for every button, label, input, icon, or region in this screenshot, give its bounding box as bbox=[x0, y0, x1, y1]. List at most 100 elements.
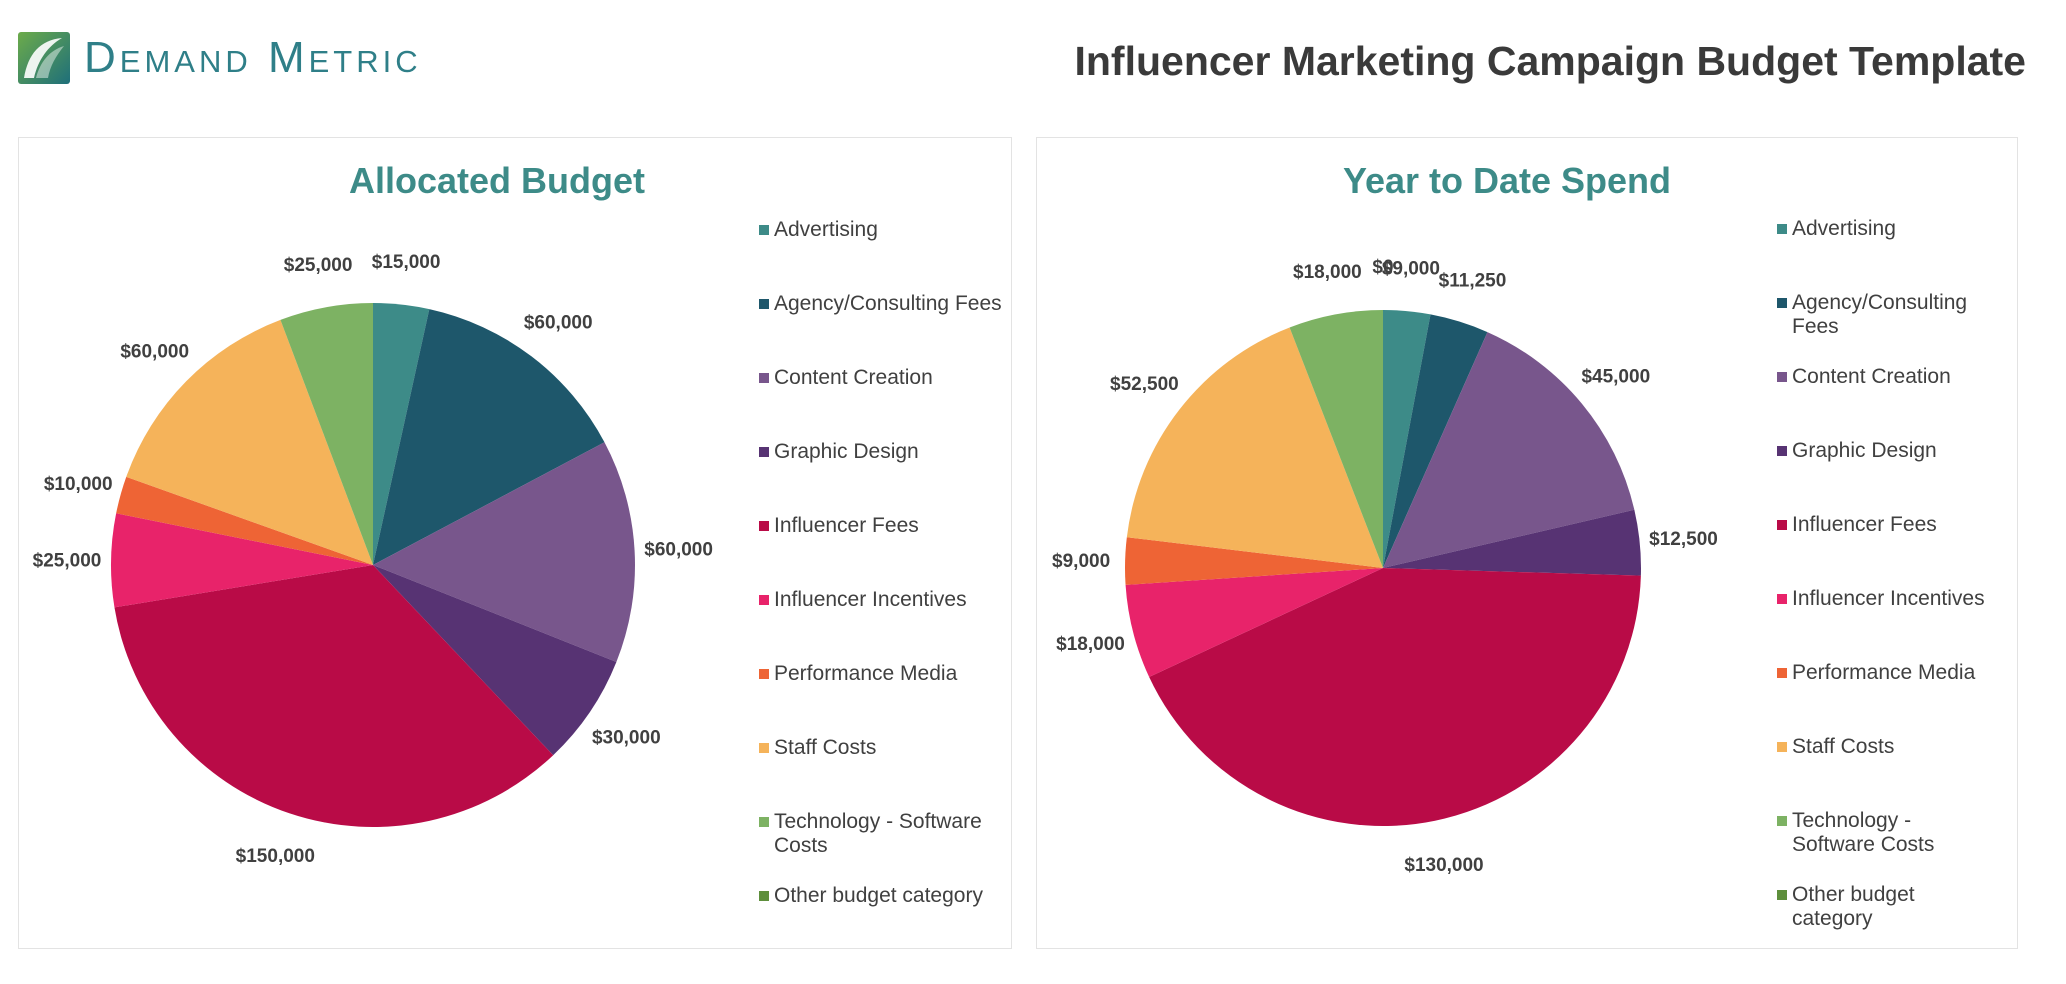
legend-swatch bbox=[1777, 890, 1787, 900]
year-to-date-spend-pie: $9,000$11,250$45,000$12,500$130,000$18,0… bbox=[1052, 257, 1718, 876]
legend-swatch bbox=[1777, 446, 1787, 456]
allocated-budget-pie: $15,000 $60,000 $60,000 $30,000 $150,000 $25,… bbox=[33, 252, 713, 867]
logo-mark-icon bbox=[18, 32, 70, 84]
legend-swatch bbox=[759, 743, 769, 753]
legend-swatch bbox=[759, 225, 769, 235]
pie-slice-content-creation bbox=[1383, 332, 1635, 568]
legend-item-agency-consulting-fees: Agency/Consulting Fees bbox=[1777, 291, 1995, 339]
legend-swatch bbox=[1777, 224, 1787, 234]
legend-swatch bbox=[759, 891, 769, 901]
legend-swatch bbox=[1777, 668, 1787, 678]
pie-slice-performance-media bbox=[116, 476, 373, 565]
data-label-agency-consulting-fees: $60,000 bbox=[524, 312, 593, 333]
legend-swatch bbox=[759, 595, 769, 605]
data-label-performance-media: $9,000 bbox=[1052, 551, 1110, 572]
legend-item-advertising: Advertising bbox=[1777, 217, 1995, 241]
legend-swatch bbox=[1777, 742, 1787, 752]
pie-slice-staff-costs bbox=[1126, 327, 1383, 568]
data-label-graphic-design: $30,000 bbox=[592, 728, 661, 749]
legend-item-other-budget-category: Other budget category bbox=[1777, 883, 1995, 931]
legend-label: Advertising bbox=[774, 218, 878, 241]
data-label-staff-costs: $60,000 bbox=[120, 342, 189, 363]
pie-slice-influencer-fees bbox=[1149, 568, 1641, 827]
pie-slice-influencer-incentives bbox=[111, 513, 373, 608]
data-label-content-creation: $60,000 bbox=[644, 539, 713, 560]
legend-item-influencer-fees: Influencer Fees bbox=[1777, 513, 1995, 537]
pie-slice-advertising bbox=[1383, 310, 1431, 568]
pie-slice-technology-software-costs bbox=[280, 303, 373, 565]
legend-item-influencer-incentives: Influencer Incentives bbox=[1777, 587, 1995, 611]
legend-item-advertising: Advertising bbox=[759, 218, 1009, 242]
legend-item-graphic-design: Graphic Design bbox=[1777, 439, 1995, 463]
legend-item-staff-costs: Staff Costs bbox=[759, 736, 1009, 760]
pie-slice-performance-media bbox=[1125, 537, 1383, 585]
legend-swatch bbox=[759, 299, 769, 309]
allocated-budget-chart: Allocated Budget $15,000 $60,000 $60,000 $3… bbox=[18, 137, 1012, 949]
pie-slice-advertising bbox=[373, 303, 430, 565]
legend-swatch bbox=[759, 817, 769, 827]
legend-label: Agency/Consulting Fees bbox=[1792, 291, 1968, 338]
legend-item-content-creation: Content Creation bbox=[1777, 365, 1995, 389]
legend-swatch bbox=[759, 669, 769, 679]
legend-label: Influencer Fees bbox=[774, 514, 919, 537]
data-label-technology-software-costs: $25,000 bbox=[284, 255, 353, 276]
pie-slice-agency-consulting-fees bbox=[373, 309, 605, 565]
legend-label: Other budget category bbox=[774, 884, 983, 907]
legend-label: Staff Costs bbox=[774, 736, 877, 759]
legend-item-performance-media: Performance Media bbox=[759, 662, 1009, 686]
legend-swatch bbox=[759, 447, 769, 457]
legend-item-content-creation: Content Creation bbox=[759, 366, 1009, 390]
legend-item-technology-software-costs: Technology - Software Costs bbox=[759, 810, 1009, 858]
data-label-agency-consulting-fees: $11,250 bbox=[1439, 271, 1507, 292]
logo-text: Demand Metric bbox=[84, 33, 422, 82]
legend-label: Content Creation bbox=[1792, 365, 1951, 388]
data-label-graphic-design: $12,500 bbox=[1649, 529, 1718, 550]
data-label-advertising: $15,000 bbox=[372, 252, 441, 273]
legend-swatch bbox=[1777, 594, 1787, 604]
pie-slice-agency-consulting-fees bbox=[1383, 314, 1488, 568]
legend-swatch bbox=[1777, 372, 1787, 382]
legend-label: Performance Media bbox=[774, 662, 958, 685]
legend-item-other-budget-category: Other budget category bbox=[759, 884, 1009, 908]
pie-slice-content-creation bbox=[373, 442, 635, 662]
legend-item-influencer-fees: Influencer Fees bbox=[759, 514, 1009, 538]
legend-label: Technology - Software Costs bbox=[774, 810, 982, 857]
data-label-advertising: $9,000 bbox=[1382, 258, 1440, 279]
data-label-influencer-incentives: $18,000 bbox=[1056, 634, 1125, 655]
legend-label: Technology - Software Costs bbox=[1792, 809, 1935, 856]
legend-item-technology-software-costs: Technology - Software Costs bbox=[1777, 809, 1995, 857]
legend-label: Influencer Incentives bbox=[1792, 587, 1985, 610]
legend-label: Influencer Fees bbox=[1792, 513, 1937, 536]
data-label-other-budget-category: $0 bbox=[1372, 257, 1393, 278]
pie-slice-graphic-design bbox=[1383, 509, 1641, 576]
legend-item-staff-costs: Staff Costs bbox=[1777, 735, 1995, 759]
legend-label: Content Creation bbox=[774, 366, 933, 389]
page-title: Influencer Marketing Campaign Budget Tem… bbox=[1074, 38, 2027, 84]
data-label-influencer-fees: $150,000 bbox=[236, 846, 315, 867]
chart-title: Year to Date Spend bbox=[1342, 160, 1672, 201]
legend-item-influencer-incentives: Influencer Incentives bbox=[759, 588, 1009, 612]
legend-label: Advertising bbox=[1792, 217, 1896, 240]
pie-slice-influencer-fees bbox=[114, 565, 554, 827]
legend-swatch bbox=[1777, 520, 1787, 530]
pie-slice-technology-software-costs bbox=[1289, 310, 1383, 568]
data-label-performance-media: $10,000 bbox=[44, 474, 113, 495]
legend-swatch bbox=[1777, 816, 1787, 826]
legend-item-graphic-design: Graphic Design bbox=[759, 440, 1009, 464]
year-to-date-spend-chart: Year to Date Spend $9,000 $11,250 $45,000 $… bbox=[1036, 137, 2018, 949]
legend-swatch bbox=[759, 521, 769, 531]
legend-label: Staff Costs bbox=[1792, 735, 1895, 758]
legend-label: Graphic Design bbox=[774, 440, 919, 463]
legend-label: Graphic Design bbox=[1792, 439, 1937, 462]
data-label-technology-software-costs: $18,000 bbox=[1293, 262, 1362, 283]
legend-item-performance-media: Performance Media bbox=[1777, 661, 1995, 685]
legend-item-agency-consulting-fees: Agency/Consulting Fees bbox=[759, 292, 1009, 316]
data-label-influencer-fees: $130,000 bbox=[1404, 855, 1483, 876]
data-label-staff-costs: $52,500 bbox=[1110, 374, 1179, 395]
legend-swatch bbox=[759, 373, 769, 383]
chart-title: Allocated Budget bbox=[348, 160, 645, 201]
data-label-content-creation: $45,000 bbox=[1581, 367, 1650, 388]
demand-metric-logo: Demand Metric bbox=[18, 32, 422, 84]
data-label-influencer-incentives: $25,000 bbox=[33, 551, 102, 572]
pie-slice-influencer-incentives bbox=[1125, 568, 1383, 677]
